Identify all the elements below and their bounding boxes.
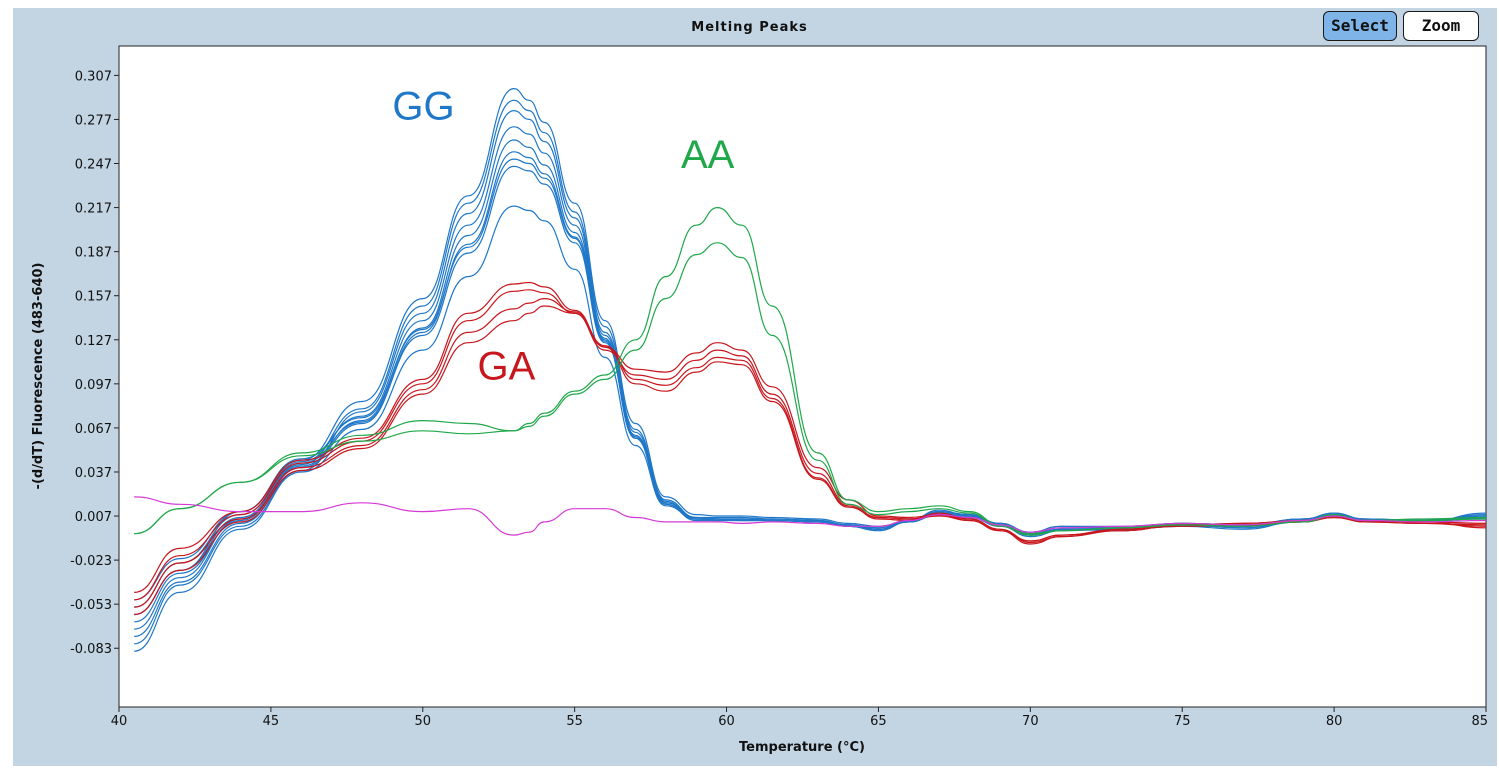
genotype-label-aa: AA xyxy=(681,133,735,177)
y-tick-label: -0.053 xyxy=(70,598,112,613)
x-tick-label: 55 xyxy=(566,714,583,729)
x-tick-label: 40 xyxy=(111,714,128,729)
chart-title: Melting Peaks xyxy=(691,20,808,35)
axis-layer: 0.307 0.277 0.247 0.217 0.187 0.157 0.127 0.097… xyxy=(70,69,1488,729)
x-tick-label: 70 xyxy=(1022,714,1039,729)
y-tick-label: 0.007 xyxy=(75,510,112,525)
y-tick-label: 0.097 xyxy=(75,378,112,393)
zoom-button[interactable]: Zoom xyxy=(1403,11,1479,41)
select-button[interactable]: Select xyxy=(1323,11,1397,41)
x-tick-label: 75 xyxy=(1174,714,1191,729)
y-tick-label: 0.307 xyxy=(75,69,112,84)
x-axis-label: Temperature (°C) xyxy=(739,740,865,755)
y-tick-label: 0.187 xyxy=(75,246,112,261)
x-tick-label: 80 xyxy=(1326,714,1343,729)
genotype-label-gg: GG xyxy=(392,84,454,128)
series-line-ga-11 xyxy=(134,289,1487,601)
x-tick-label: 60 xyxy=(718,714,735,729)
y-axis-label: -(d/dT) Fluorescence (483-640) xyxy=(31,263,46,490)
genotype-label-ga: GA xyxy=(477,344,535,388)
y-tick-label: 0.067 xyxy=(75,422,112,437)
y-tick-label: 0.217 xyxy=(75,202,112,217)
y-tick-label: -0.083 xyxy=(70,642,112,657)
y-tick-label: 0.127 xyxy=(75,334,112,349)
series-line-aa-15 xyxy=(134,242,1487,536)
x-tick-label: 45 xyxy=(263,714,280,729)
annotation-layer: GG AA GA xyxy=(392,84,734,388)
x-tick-label: 85 xyxy=(1471,714,1488,729)
series-layer xyxy=(134,87,1487,652)
y-tick-label: -0.023 xyxy=(70,554,112,569)
y-tick-label: 0.157 xyxy=(75,290,112,305)
x-tick-label: 50 xyxy=(415,714,432,729)
x-tick-label: 65 xyxy=(870,714,887,729)
plot-area xyxy=(118,45,1487,708)
y-tick-label: 0.247 xyxy=(75,158,112,173)
series-line-blank-16 xyxy=(134,496,1487,536)
y-tick-label: 0.277 xyxy=(75,113,112,128)
y-tick-label: 0.037 xyxy=(75,466,112,481)
